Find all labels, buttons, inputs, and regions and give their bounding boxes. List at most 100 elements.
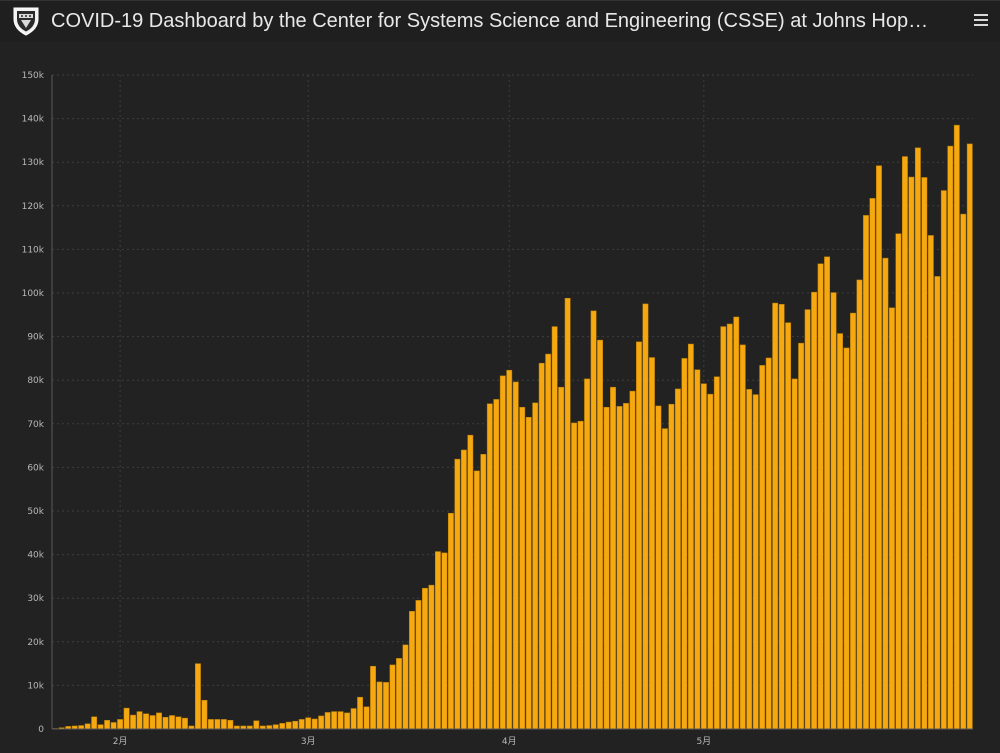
data-bar [266, 725, 273, 730]
y-tick-label: 80k [27, 376, 44, 386]
data-bar [415, 600, 422, 730]
data-bar [798, 342, 805, 730]
data-bar [863, 215, 869, 730]
data-bar [182, 717, 188, 730]
data-bar [785, 322, 792, 730]
data-bar [908, 176, 915, 730]
data-bar [707, 393, 714, 730]
data-bar [940, 190, 947, 730]
data-bar [876, 165, 882, 730]
y-tick-label: 110k [22, 245, 45, 255]
data-bar [934, 276, 941, 730]
data-bar [350, 708, 357, 730]
data-bar [467, 434, 474, 730]
data-bar [752, 394, 759, 730]
data-bar [947, 145, 954, 730]
data-bar [435, 551, 441, 730]
data-bar [603, 406, 610, 730]
data-bar [305, 717, 312, 730]
data-bar [564, 297, 571, 730]
data-bar [201, 699, 208, 730]
y-tick-label: 100k [22, 289, 45, 299]
data-bar [337, 711, 344, 730]
y-tick-label: 30k [27, 594, 44, 604]
data-bar [914, 147, 921, 730]
data-bar [765, 357, 772, 730]
data-bar [681, 358, 688, 730]
data-bar [551, 326, 558, 730]
y-tick-label: 60k [27, 463, 44, 473]
data-bar [649, 357, 655, 730]
data-bar [272, 724, 279, 730]
data-bar [117, 719, 124, 730]
data-bar [655, 405, 662, 730]
data-bar [104, 720, 111, 730]
data-bar [960, 213, 967, 730]
data-bar [499, 375, 506, 730]
data-bar [720, 326, 727, 730]
data-bar [927, 235, 934, 730]
data-bar [791, 378, 798, 730]
y-tick-label: 150k [22, 71, 45, 81]
data-bar [636, 341, 642, 730]
data-bar [694, 369, 701, 730]
hamburger-menu-icon[interactable] [970, 9, 992, 31]
data-bar [869, 198, 876, 730]
data-bar [344, 712, 351, 730]
data-bar [623, 403, 629, 730]
data-bar [253, 720, 260, 730]
x-tick-label: 2月 [113, 736, 128, 747]
data-bar [545, 353, 552, 730]
data-bar [383, 682, 389, 730]
data-bar [830, 292, 837, 730]
chart-panel: 0 10k 20k 30k 40k 50k 60k 70k 80k 90k 100k 110k 120k… [0, 42, 1000, 753]
axes [51, 75, 973, 730]
app-header: COVID-19 Dashboard by the Center for Sys… [0, 0, 1000, 43]
data-bar [220, 719, 227, 730]
data-bar [590, 310, 597, 730]
data-bar [370, 665, 376, 730]
dashboard-title: COVID-19 Dashboard by the Center for Sys… [51, 10, 929, 32]
data-bar [687, 343, 694, 730]
data-bar [493, 399, 500, 730]
data-bar [824, 256, 830, 730]
data-bar [901, 156, 908, 730]
y-tick-label: 70k [27, 420, 44, 430]
data-bar [97, 724, 104, 730]
data-bar [506, 369, 513, 730]
data-bar [921, 177, 928, 730]
university-shield-icon [13, 7, 39, 36]
data-bar [331, 711, 338, 730]
data-bar [428, 584, 435, 730]
data-bar [447, 512, 454, 730]
x-tick-label: 5月 [696, 736, 711, 747]
data-bar [110, 722, 117, 730]
data-bar [389, 664, 396, 730]
daily-cases-bar-chart: 0 10k 20k 30k 40k 50k 60k 70k 80k 90k 100k 110k 120k… [22, 71, 973, 747]
y-tick-label: 140k [22, 115, 45, 125]
data-bar [175, 716, 182, 730]
data-bar [804, 309, 811, 730]
data-bar [454, 458, 461, 730]
x-tick-label: 3月 [301, 736, 316, 747]
data-bar [169, 715, 175, 730]
data-bar [856, 279, 863, 730]
data-bar [311, 718, 318, 730]
x-tick-label: 4月 [502, 736, 517, 747]
data-bar [473, 470, 480, 730]
data-bar [136, 711, 143, 730]
data-bar [324, 712, 331, 730]
data-bar [512, 381, 519, 730]
data-bar [817, 263, 824, 730]
data-bar [837, 333, 843, 730]
data-bar [843, 347, 850, 730]
data-bar [577, 420, 584, 730]
data-bar [525, 417, 532, 730]
grid-lines [52, 74, 973, 729]
data-bar [460, 449, 467, 730]
data-bar [318, 715, 325, 730]
data-bar [700, 383, 707, 730]
data-bar [156, 712, 162, 730]
y-tick-label: 20k [27, 638, 44, 648]
data-bar [597, 339, 603, 730]
